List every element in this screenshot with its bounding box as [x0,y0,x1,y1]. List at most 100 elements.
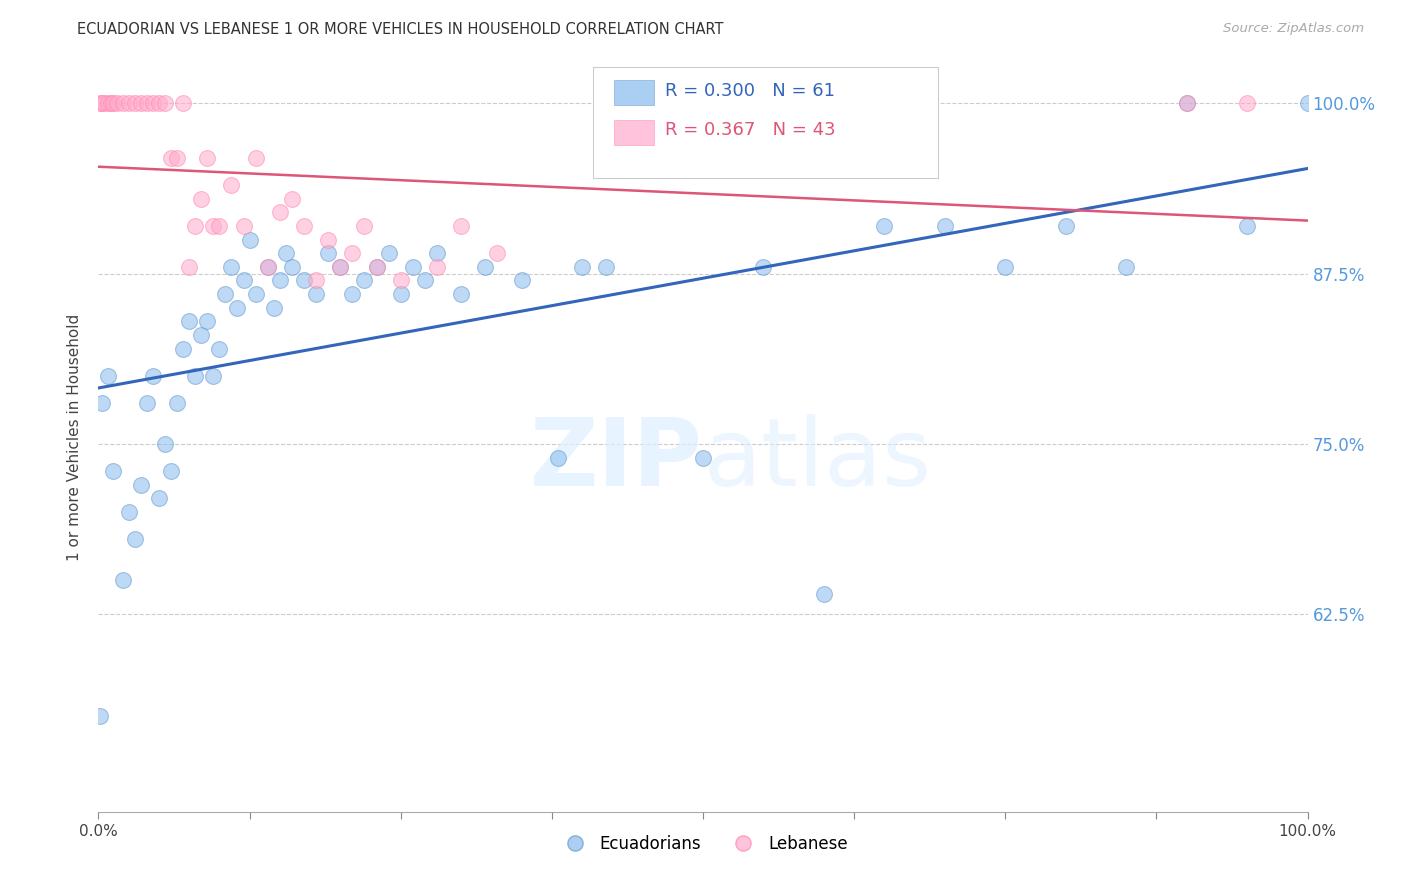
Point [97,96,120,111]
Point [245,151,267,165]
Text: atlas: atlas [703,414,931,506]
Point [184,368,207,383]
Point [101,464,124,478]
Point [292,219,315,233]
Point [292,273,315,287]
Point [450,287,472,301]
Point [1296,96,1319,111]
Point [148,96,170,111]
Point [166,396,188,410]
Point [377,246,399,260]
Point [97,368,120,383]
Point [153,437,176,451]
Point [274,246,297,260]
Point [91,96,114,111]
Point [342,246,364,260]
Point [166,151,188,165]
Y-axis label: 1 or more Vehicles in Household: 1 or more Vehicles in Household [67,313,83,561]
Point [184,219,207,233]
Point [281,260,304,274]
Point [232,273,254,287]
Point [1236,219,1258,233]
Point [179,260,201,274]
Point [269,205,291,219]
Point [474,260,496,274]
Point [692,450,714,465]
Point [245,287,267,301]
Point [142,368,165,383]
Point [89,96,111,111]
Point [402,260,425,274]
Point [124,96,146,111]
Point [353,219,375,233]
Point [239,233,262,247]
Point [135,396,157,410]
Point [195,314,218,328]
Point [172,342,194,356]
Text: Source: ZipAtlas.com: Source: ZipAtlas.com [1223,22,1364,36]
Point [226,301,249,315]
Point [486,246,509,260]
Point [232,219,254,233]
Point [256,260,278,274]
Point [129,96,152,111]
Point [426,260,449,274]
Point [208,342,231,356]
Text: R = 0.367   N = 43: R = 0.367 N = 43 [665,121,835,139]
Point [571,260,593,274]
Point [190,327,212,342]
Point [752,260,775,274]
Point [305,287,328,301]
Point [91,396,114,410]
Point [281,192,304,206]
Point [135,96,157,111]
Point [342,287,364,301]
Point [221,178,243,192]
Point [934,219,956,233]
Point [366,260,388,274]
Legend: Ecuadorians, Lebanese: Ecuadorians, Lebanese [551,829,855,860]
Point [172,96,194,111]
Point [316,233,339,247]
Point [1175,96,1198,111]
Point [1115,260,1137,274]
Point [450,219,472,233]
Point [179,314,201,328]
Point [389,287,412,301]
Point [426,246,449,260]
Point [1236,96,1258,111]
Point [101,96,124,111]
Point [413,273,436,287]
Point [153,96,176,111]
Point [118,96,141,111]
Point [111,96,134,111]
Point [389,273,412,287]
Point [329,260,352,274]
Text: ECUADORIAN VS LEBANESE 1 OR MORE VEHICLES IN HOUSEHOLD CORRELATION CHART: ECUADORIAN VS LEBANESE 1 OR MORE VEHICLE… [77,22,724,37]
Point [105,96,128,111]
Point [100,96,122,111]
Point [263,301,285,315]
Point [510,273,533,287]
Point [118,505,141,519]
Point [221,260,243,274]
Point [873,219,896,233]
Point [202,219,225,233]
Point [595,260,617,274]
Point [89,709,111,723]
Point [160,464,183,478]
Point [129,477,152,491]
Point [190,192,212,206]
Text: ZIP: ZIP [530,414,703,506]
Point [269,273,291,287]
Point [994,260,1017,274]
Point [111,573,134,587]
Point [366,260,388,274]
Point [305,273,328,287]
Point [160,151,183,165]
Point [142,96,165,111]
Point [547,450,569,465]
Point [1175,96,1198,111]
Point [813,587,835,601]
Point [1054,219,1077,233]
